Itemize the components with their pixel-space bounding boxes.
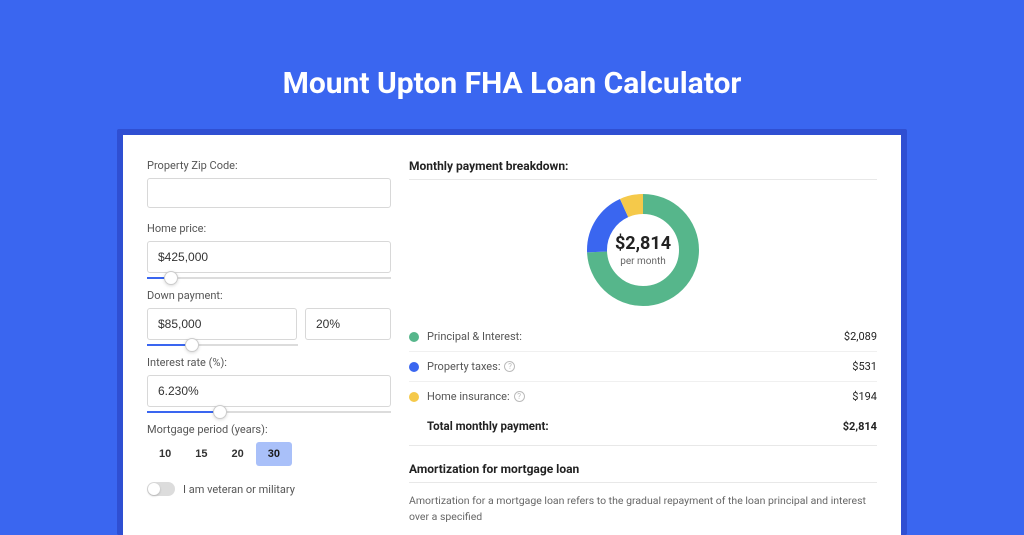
- donut-sub: per month: [620, 256, 666, 267]
- period-option-20[interactable]: 20: [220, 442, 256, 466]
- veteran-toggle[interactable]: [147, 482, 175, 496]
- home-price-input[interactable]: [147, 241, 391, 273]
- legend: Principal & Interest:$2,089Property taxe…: [409, 322, 877, 411]
- legend-label: Principal & Interest:: [427, 330, 844, 343]
- home-price-label: Home price:: [147, 222, 391, 235]
- total-amount: $2,814: [843, 420, 877, 433]
- donut-wrap: $2,814 per month: [409, 190, 877, 310]
- legend-amount: $531: [852, 360, 877, 373]
- page-title: Mount Upton FHA Loan Calculator: [283, 66, 742, 101]
- legend-dot: [409, 332, 419, 342]
- legend-row: Home insurance:?$194: [409, 382, 877, 411]
- amortization-title: Amortization for mortgage loan: [409, 462, 877, 483]
- legend-row: Property taxes:?$531: [409, 352, 877, 382]
- interest-rate-group: Interest rate (%):: [147, 356, 391, 413]
- period-option-30[interactable]: 30: [256, 442, 292, 466]
- breakdown-title: Monthly payment breakdown:: [409, 159, 877, 180]
- home-price-slider[interactable]: [147, 277, 391, 279]
- total-row: Total monthly payment: $2,814: [409, 411, 877, 446]
- home-price-group: Home price:: [147, 222, 391, 279]
- info-icon[interactable]: ?: [504, 361, 515, 372]
- down-payment-group: Down payment:: [147, 289, 391, 346]
- down-payment-slider[interactable]: [147, 344, 298, 346]
- legend-label: Property taxes:?: [427, 360, 852, 373]
- veteran-row: I am veteran or military: [147, 482, 391, 496]
- down-payment-label: Down payment:: [147, 289, 391, 302]
- amortization-section: Amortization for mortgage loan Amortizat…: [409, 462, 877, 525]
- interest-rate-input[interactable]: [147, 375, 391, 407]
- legend-label: Home insurance:?: [427, 390, 852, 403]
- legend-amount: $194: [852, 390, 877, 403]
- breakdown-panel: Monthly payment breakdown: $2,814 per mo…: [403, 135, 901, 535]
- interest-rate-label: Interest rate (%):: [147, 356, 391, 369]
- legend-dot: [409, 392, 419, 402]
- veteran-label: I am veteran or military: [183, 483, 295, 496]
- mortgage-period-group: Mortgage period (years): 10152030: [147, 423, 391, 466]
- zip-input[interactable]: [147, 178, 391, 208]
- legend-row: Principal & Interest:$2,089: [409, 322, 877, 352]
- zip-label: Property Zip Code:: [147, 159, 391, 172]
- interest-rate-slider[interactable]: [147, 411, 391, 413]
- donut-chart: $2,814 per month: [583, 190, 703, 310]
- mortgage-period-row: 10152030: [147, 442, 391, 466]
- calculator-card: Property Zip Code: Home price: Down paym…: [123, 135, 901, 535]
- zip-group: Property Zip Code:: [147, 159, 391, 212]
- card-wrap: Property Zip Code: Home price: Down paym…: [117, 129, 907, 535]
- total-label: Total monthly payment:: [427, 419, 549, 433]
- form-panel: Property Zip Code: Home price: Down paym…: [123, 135, 403, 535]
- info-icon[interactable]: ?: [514, 391, 525, 402]
- period-option-15[interactable]: 15: [183, 442, 219, 466]
- down-payment-percent-input[interactable]: [305, 308, 391, 340]
- legend-amount: $2,089: [844, 330, 877, 343]
- period-option-10[interactable]: 10: [147, 442, 183, 466]
- legend-dot: [409, 362, 419, 372]
- amortization-text: Amortization for a mortgage loan refers …: [409, 493, 877, 525]
- donut-amount: $2,814: [615, 233, 671, 254]
- mortgage-period-label: Mortgage period (years):: [147, 423, 391, 436]
- down-payment-amount-input[interactable]: [147, 308, 297, 340]
